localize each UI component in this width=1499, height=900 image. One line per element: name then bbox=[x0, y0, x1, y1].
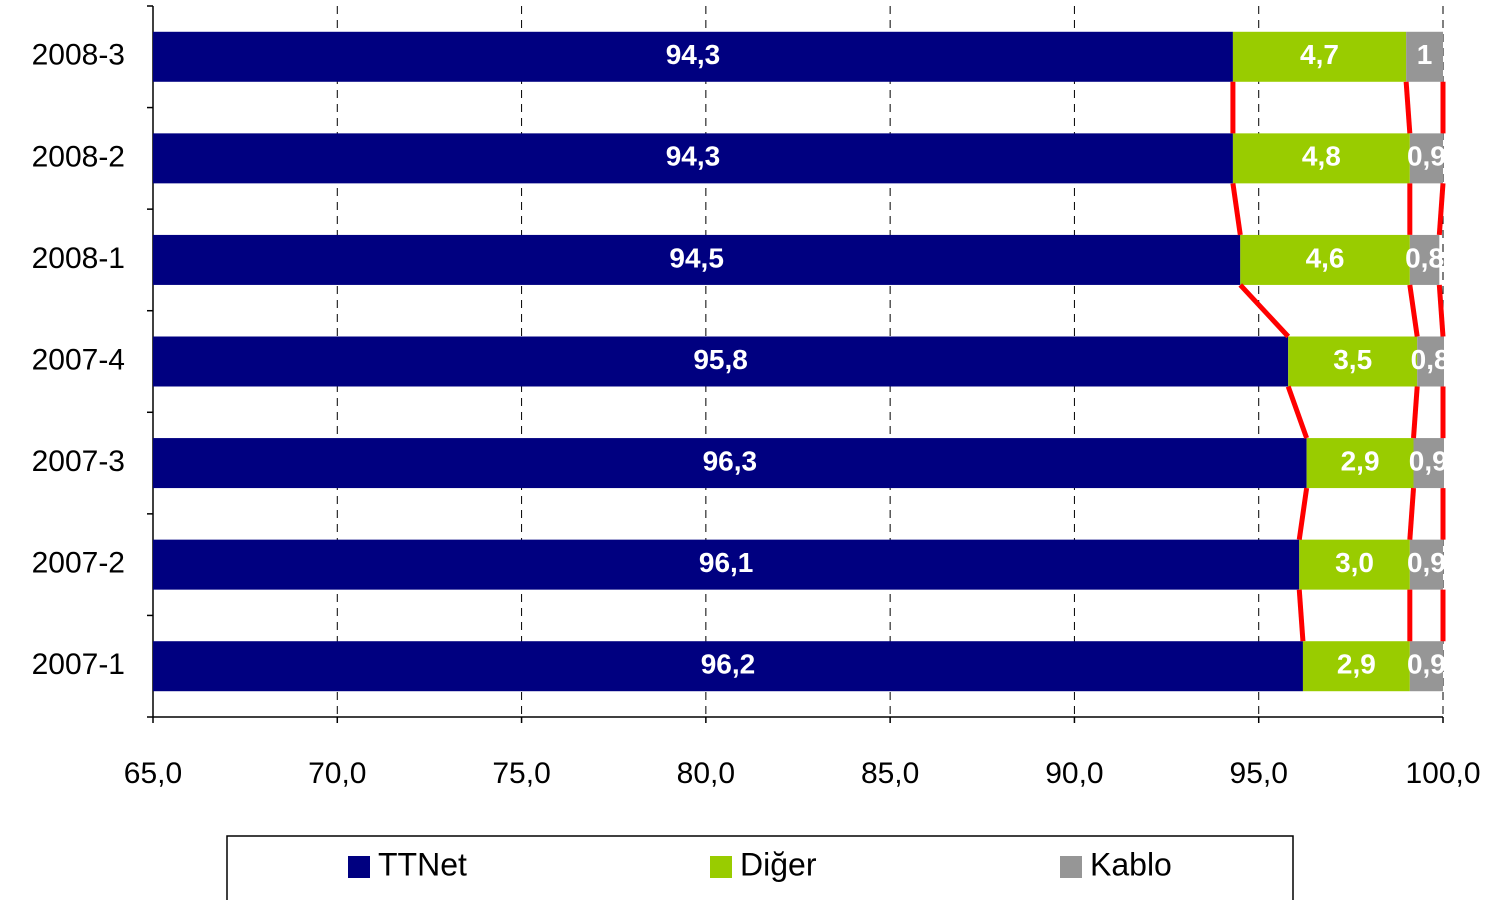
x-tick-label: 85,0 bbox=[861, 757, 919, 790]
bar-segment bbox=[1406, 31, 1443, 82]
data-label: 95,8 bbox=[693, 344, 748, 375]
data-label: 1 bbox=[1417, 39, 1433, 70]
y-tick-label: 2007-4 bbox=[32, 343, 125, 376]
data-label: 4,6 bbox=[1306, 242, 1345, 273]
overlay: 65,0 70,0 75,0 80,0 85,0 90,0 95,0 100,0 2008-3 2… bbox=[32, 39, 1481, 790]
y-tick-label: 2007-3 bbox=[32, 445, 125, 478]
data-label: 94,5 bbox=[669, 242, 724, 273]
bar-segment bbox=[1409, 234, 1440, 285]
bar-segment bbox=[1232, 133, 1410, 184]
x-tick-label: 100,0 bbox=[1405, 757, 1480, 790]
data-label: 96,3 bbox=[703, 445, 758, 476]
bars: 94,3 4,7 1 94,3 4,8 0,9 94,5 4,6 0,8 95,8 3,5 0,8 96… bbox=[153, 31, 1450, 692]
data-label: 0,9 bbox=[1407, 547, 1446, 578]
data-label: 0,8 bbox=[1405, 242, 1444, 273]
y-tick-label: 2008-3 bbox=[32, 39, 125, 72]
data-label: 0,8 bbox=[1411, 344, 1450, 375]
legend-swatch bbox=[348, 856, 370, 878]
legend-label: Diğer bbox=[740, 846, 817, 882]
data-label: 2,9 bbox=[1341, 445, 1380, 476]
data-label: 3,5 bbox=[1333, 344, 1372, 375]
bar-segment bbox=[1232, 31, 1407, 82]
series-line bbox=[1230, 183, 1243, 236]
x-tick-label: 70,0 bbox=[308, 757, 366, 790]
bar-segment bbox=[153, 438, 1307, 489]
bar-segment bbox=[1306, 438, 1414, 489]
data-label: 2,9 bbox=[1337, 649, 1376, 680]
bar-segment bbox=[1417, 336, 1444, 387]
x-tick-label: 80,0 bbox=[677, 757, 735, 790]
series-line bbox=[1436, 183, 1446, 236]
bar-segment bbox=[153, 641, 1303, 692]
legend-label: TTNet bbox=[378, 846, 467, 882]
series-line bbox=[1407, 487, 1417, 540]
data-label: 3,0 bbox=[1335, 547, 1374, 578]
series-line bbox=[1296, 589, 1306, 642]
bar-segment bbox=[153, 539, 1300, 590]
data-label: 4,8 bbox=[1302, 141, 1341, 172]
data-label: 96,1 bbox=[699, 547, 754, 578]
x-tick-label: 90,0 bbox=[1045, 757, 1103, 790]
series-line bbox=[1296, 487, 1310, 540]
legend-label: Kablo bbox=[1090, 846, 1172, 882]
series-line bbox=[1436, 284, 1446, 337]
y-tick-label: 2008-1 bbox=[32, 242, 125, 275]
series-line bbox=[1285, 385, 1309, 439]
x-tick-label: 75,0 bbox=[492, 757, 550, 790]
legend-box bbox=[226, 835, 1294, 900]
data-label: 94,3 bbox=[666, 39, 721, 70]
data-label: 94,3 bbox=[666, 141, 721, 172]
bar-segment bbox=[153, 336, 1289, 387]
series-line bbox=[1403, 81, 1413, 134]
legend-swatch bbox=[1060, 856, 1082, 878]
series-line bbox=[1411, 386, 1420, 439]
x-tick-label: 65,0 bbox=[124, 757, 182, 790]
data-label: 0,9 bbox=[1407, 141, 1446, 172]
legend-swatch bbox=[710, 856, 732, 878]
bar-segment bbox=[1240, 234, 1410, 285]
bar-segment bbox=[153, 234, 1241, 285]
bar-segment bbox=[153, 31, 1233, 82]
bar-segment bbox=[1302, 641, 1410, 692]
bar-segment bbox=[153, 133, 1233, 184]
y-tick-label: 2007-2 bbox=[32, 547, 125, 580]
bar-segment bbox=[1409, 133, 1443, 184]
data-label: 96,2 bbox=[701, 649, 756, 680]
series-line bbox=[1407, 284, 1420, 337]
bar-segment bbox=[1288, 336, 1418, 387]
y-tick-label: 2008-2 bbox=[32, 140, 125, 173]
bar-segment bbox=[1413, 438, 1444, 489]
data-label: 0,9 bbox=[1407, 649, 1446, 680]
bar-segment bbox=[1299, 539, 1410, 590]
x-tick-label: 95,0 bbox=[1230, 757, 1288, 790]
data-label: 4,7 bbox=[1300, 39, 1339, 70]
series-line bbox=[1238, 283, 1291, 339]
y-tick-label: 2007-1 bbox=[32, 648, 125, 681]
data-label: 0,9 bbox=[1409, 445, 1448, 476]
bar-segment bbox=[1409, 641, 1443, 692]
bar-segment bbox=[1409, 539, 1443, 590]
